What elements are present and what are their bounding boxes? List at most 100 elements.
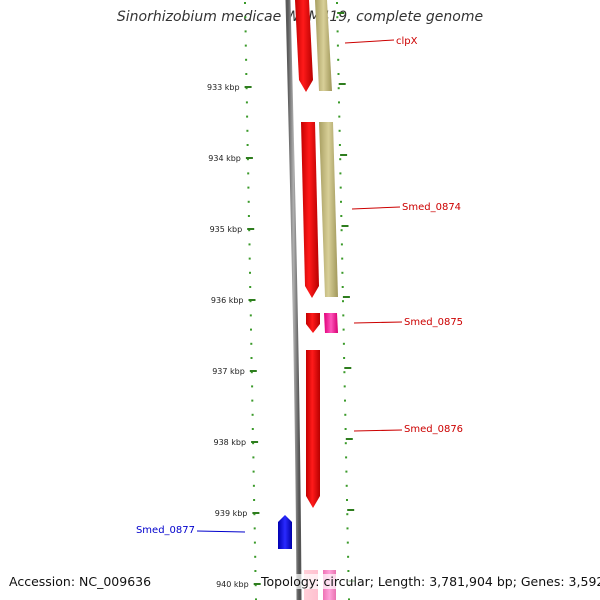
outer-minor-tick — [341, 271, 344, 274]
inner-minor-tick — [250, 357, 253, 359]
outer-minor-tick — [345, 470, 348, 473]
genome-backbone — [285, 0, 302, 600]
inner-minor-tick — [252, 470, 255, 473]
outer-major-tick — [347, 509, 355, 511]
gene-labels: clpX Smed_0874 Smed_0875 Smed_0876 Smed_… — [136, 36, 463, 536]
gene-arrow-Smed_0876[interactable] — [306, 350, 320, 508]
gene-label-Smed_0875[interactable]: Smed_0875 — [404, 317, 463, 328]
outer-minor-tick — [345, 456, 348, 459]
outer-minor-tick — [347, 555, 350, 558]
gene-label-Smed_0877[interactable]: Smed_0877 — [136, 525, 195, 536]
inner-minor-tick — [249, 314, 252, 317]
inner-minor-tick — [253, 541, 256, 544]
inner-major-tick — [245, 157, 253, 159]
inner-minor-tick — [249, 300, 252, 303]
inner-minor-tick — [253, 527, 256, 530]
inner-minor-tick — [249, 271, 251, 274]
inner-minor-tick — [245, 87, 248, 90]
outer-minor-tick — [338, 115, 341, 118]
outer-minor-tick — [339, 186, 342, 189]
inner-minor-tick — [254, 555, 257, 558]
label-leader-Smed_0875 — [353, 321, 403, 324]
gene-arrow-Smed_0875[interactable] — [306, 313, 320, 333]
inner-minor-tick — [254, 584, 257, 587]
outer-minor-tick — [336, 44, 339, 47]
inner-minor-tick — [244, 2, 246, 4]
outer-minor-tick — [343, 357, 346, 359]
scale-minor-ticks — [244, 2, 350, 600]
inner-major-tick — [247, 228, 255, 230]
outer-minor-tick — [340, 229, 343, 232]
inner-minor-tick — [250, 342, 253, 345]
outer-major-tick — [342, 296, 350, 298]
inner-minor-tick — [253, 499, 256, 501]
outer-minor-tick — [346, 513, 349, 516]
outer-major-tick — [338, 83, 346, 85]
inner-minor-tick — [253, 513, 256, 516]
scale-tick-label: 933 kbp — [207, 83, 240, 92]
outer-minor-tick — [340, 215, 343, 217]
inner-minor-tick — [252, 442, 255, 445]
outer-minor-tick — [342, 342, 345, 345]
outer-minor-tick — [341, 286, 344, 288]
inner-minor-tick — [254, 570, 257, 572]
outer-minor-tick — [336, 2, 338, 4]
inner-major-tick — [253, 583, 261, 585]
inner-minor-tick — [244, 16, 247, 19]
inner-minor-tick — [247, 172, 250, 175]
inner-minor-tick — [250, 328, 252, 331]
outer-minor-tick — [344, 399, 346, 402]
gene-label-Smed_0876[interactable]: Smed_0876 — [404, 424, 463, 435]
label-leader-Smed_0874 — [351, 206, 401, 210]
inner-minor-tick — [255, 598, 257, 600]
label-leader-clpX — [344, 39, 395, 44]
outer-minor-tick — [344, 442, 347, 445]
scale-tick-label: 938 kbp — [213, 438, 246, 447]
outer-minor-tick — [340, 243, 343, 246]
scale-major-ticks: 933 kbp 934 kbp 935 kbp 936 kbp 937 kbp 938 k… — [207, 12, 356, 589]
inner-major-tick — [244, 86, 252, 88]
inner-major-tick — [251, 441, 259, 443]
inner-minor-tick — [247, 186, 250, 189]
inner-minor-tick — [244, 30, 247, 33]
inner-minor-tick — [248, 257, 251, 260]
outer-minor-tick — [344, 428, 347, 430]
outer-minor-tick — [338, 144, 341, 146]
outer-minor-tick — [342, 314, 345, 317]
inner-minor-tick — [245, 101, 248, 104]
outer-minor-tick — [345, 484, 348, 487]
inner-minor-tick — [247, 215, 250, 217]
inner-minor-tick — [252, 456, 255, 459]
outer-minor-tick — [342, 328, 345, 331]
outer-minor-tick — [346, 499, 348, 501]
outer-minor-tick — [348, 598, 350, 600]
inner-minor-tick — [251, 385, 254, 388]
outer-minor-tick — [340, 200, 342, 203]
inner-minor-tick — [250, 371, 253, 374]
inner-minor-tick — [246, 144, 249, 146]
label-leader-Smed_0876 — [353, 429, 403, 432]
gene-label-clpX[interactable]: clpX — [396, 36, 418, 47]
feature-track-tan-1[interactable] — [315, 0, 332, 91]
scale-tick-label: 940 kbp — [216, 580, 249, 589]
inner-major-tick — [249, 370, 257, 372]
gene-arrow-clpX[interactable] — [295, 0, 313, 92]
outer-major-tick — [340, 154, 348, 156]
feature-track-tan-2[interactable] — [319, 122, 338, 297]
outer-major-tick — [341, 225, 349, 227]
inner-minor-tick — [251, 428, 254, 430]
scale-tick-label: 936 kbp — [211, 296, 244, 305]
outer-minor-tick — [343, 385, 346, 388]
inner-minor-tick — [248, 229, 251, 232]
gene-label-Smed_0874[interactable]: Smed_0874 — [402, 202, 461, 213]
gene-arrow-Smed_0877[interactable] — [278, 515, 292, 549]
outer-minor-tick — [337, 87, 340, 90]
gene-arrow-Smed_0874[interactable] — [301, 122, 319, 298]
scale-tick-label: 937 kbp — [212, 367, 245, 376]
inner-minor-tick — [252, 484, 255, 487]
feature-track-pink-1[interactable] — [324, 313, 338, 333]
inner-major-tick — [252, 512, 260, 514]
outer-minor-tick — [343, 371, 346, 374]
inner-minor-tick — [251, 413, 254, 416]
